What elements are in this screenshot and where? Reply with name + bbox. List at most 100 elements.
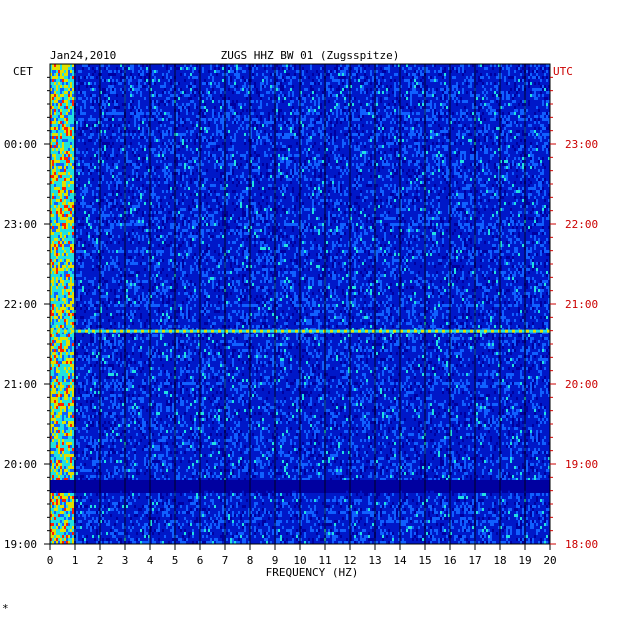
heatmap-cell <box>108 193 110 196</box>
heatmap-cell <box>166 145 168 148</box>
heatmap-cell <box>538 94 540 97</box>
heatmap-cell <box>108 103 110 106</box>
heatmap-cell <box>360 70 362 73</box>
heatmap-cell <box>178 163 180 166</box>
heatmap-cell <box>252 91 254 94</box>
heatmap-cell <box>130 109 132 112</box>
heatmap-cell <box>56 88 58 91</box>
heatmap-cell <box>346 160 348 163</box>
heatmap-cell <box>454 76 456 79</box>
heatmap-cell <box>68 70 70 73</box>
heatmap-cell <box>530 64 532 67</box>
heatmap-cell <box>430 106 432 109</box>
heatmap-cell <box>346 187 348 190</box>
heatmap-cell <box>442 76 444 79</box>
heatmap-cell <box>420 82 422 85</box>
heatmap-cell <box>278 112 280 115</box>
heatmap-cell <box>484 145 486 148</box>
heatmap-cell <box>64 115 66 118</box>
heatmap-cell <box>480 64 482 67</box>
heatmap-cell <box>154 91 156 94</box>
heatmap-cell <box>416 76 418 79</box>
heatmap-cell <box>418 85 420 88</box>
heatmap-cell <box>146 67 148 70</box>
heatmap-cell <box>488 124 490 127</box>
heatmap-cell <box>418 199 420 202</box>
heatmap-cell <box>244 133 246 136</box>
heatmap-cell <box>404 79 406 82</box>
heatmap-cell <box>406 172 408 175</box>
heatmap-cell <box>258 91 260 94</box>
heatmap-cell <box>276 142 278 145</box>
heatmap-cell <box>476 106 478 109</box>
heatmap-cell <box>334 133 336 136</box>
heatmap-cell <box>526 199 528 202</box>
heatmap-cell <box>190 88 192 91</box>
heatmap-cell <box>100 133 102 136</box>
heatmap-cell <box>100 64 102 67</box>
heatmap-cell <box>362 88 364 91</box>
heatmap-cell <box>280 187 282 190</box>
heatmap-cell <box>88 181 90 184</box>
heatmap-cell <box>216 193 218 196</box>
heatmap-cell <box>212 184 214 187</box>
heatmap-cell <box>98 154 100 157</box>
heatmap-cell <box>282 160 284 163</box>
heatmap-cell <box>448 88 450 91</box>
heatmap-cell <box>104 193 106 196</box>
heatmap-cell <box>62 196 64 199</box>
heatmap-cell <box>130 115 132 118</box>
heatmap-cell <box>444 67 446 70</box>
heatmap-cell <box>68 85 70 88</box>
heatmap-cell <box>368 205 370 208</box>
heatmap-cell <box>492 130 494 133</box>
heatmap-cell <box>200 145 202 148</box>
heatmap-cell <box>88 67 90 70</box>
heatmap-cell <box>444 163 446 166</box>
heatmap-cell <box>322 67 324 70</box>
heatmap-cell <box>460 172 462 175</box>
heatmap-cell <box>356 187 358 190</box>
heatmap-cell <box>304 118 306 121</box>
heatmap-cell <box>426 85 428 88</box>
heatmap-cell <box>262 124 264 127</box>
heatmap-cell <box>276 130 278 133</box>
heatmap-cell <box>266 121 268 124</box>
heatmap-cell <box>458 175 460 178</box>
heatmap-cell <box>310 124 312 127</box>
heatmap-cell <box>132 172 134 175</box>
heatmap-cell <box>256 154 258 157</box>
heatmap-cell <box>276 148 278 151</box>
heatmap-cell <box>440 127 442 130</box>
heatmap-cell <box>70 100 72 103</box>
heatmap-cell <box>60 82 62 85</box>
heatmap-cell <box>88 136 90 139</box>
heatmap-cell <box>112 100 114 103</box>
heatmap-cell <box>158 112 160 115</box>
heatmap-cell <box>54 118 56 121</box>
heatmap-cell <box>294 205 296 208</box>
heatmap-cell <box>56 151 58 154</box>
heatmap-cell <box>244 79 246 82</box>
heatmap-cell <box>448 205 450 208</box>
heatmap-cell <box>108 202 110 205</box>
heatmap-cell <box>454 100 456 103</box>
heatmap-cell <box>522 109 524 112</box>
heatmap-cell <box>420 94 422 97</box>
heatmap-cell <box>494 82 496 85</box>
heatmap-cell <box>416 121 418 124</box>
heatmap-cell <box>118 112 120 115</box>
heatmap-cell <box>232 139 234 142</box>
heatmap-cell <box>418 82 420 85</box>
heatmap-cell <box>404 121 406 124</box>
heatmap-cell <box>216 145 218 148</box>
heatmap-cell <box>428 76 430 79</box>
heatmap-cell <box>398 157 400 160</box>
heatmap-cell <box>250 79 252 82</box>
heatmap-cell <box>128 88 130 91</box>
heatmap-cell <box>528 154 530 157</box>
heatmap-cell <box>352 103 354 106</box>
heatmap-cell <box>330 199 332 202</box>
heatmap-cell <box>66 82 68 85</box>
heatmap-cell <box>522 160 524 163</box>
